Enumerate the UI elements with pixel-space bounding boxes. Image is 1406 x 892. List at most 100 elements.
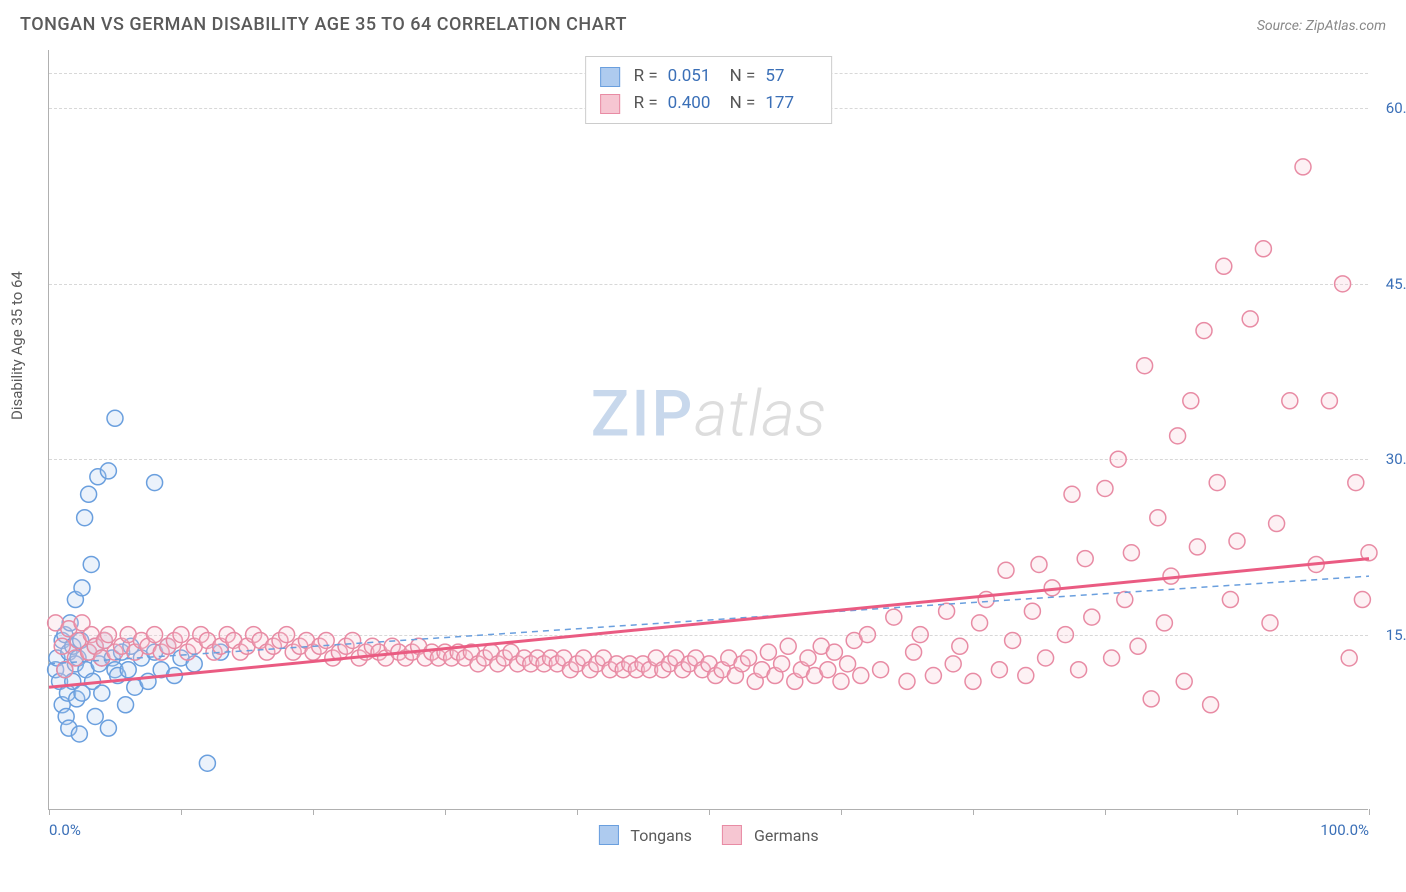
scatter-point bbox=[1335, 276, 1351, 292]
scatter-point bbox=[1209, 475, 1225, 491]
scatter-point bbox=[1117, 592, 1133, 608]
legend-label-germans: Germans bbox=[754, 826, 819, 845]
scatter-point bbox=[1130, 638, 1146, 654]
r-value-tongans: 0.051 bbox=[668, 63, 720, 90]
scatter-point bbox=[71, 726, 87, 742]
scatter-point bbox=[833, 673, 849, 689]
legend-item-tongans: Tongans bbox=[598, 825, 692, 845]
scatter-point bbox=[1097, 480, 1113, 496]
scatter-point bbox=[1269, 516, 1285, 532]
n-label: N = bbox=[730, 90, 756, 117]
xtick bbox=[445, 809, 446, 815]
scatter-point bbox=[741, 650, 757, 666]
scatter-point bbox=[1110, 451, 1126, 467]
scatter-point bbox=[1229, 533, 1245, 549]
scatter-point bbox=[1031, 556, 1047, 572]
ytick-label: 15.0% bbox=[1386, 626, 1406, 644]
scatter-point bbox=[1123, 545, 1139, 561]
n-value-germans: 177 bbox=[765, 90, 817, 117]
scatter-point bbox=[1018, 668, 1034, 684]
scatter-point bbox=[107, 410, 123, 426]
n-value-tongans: 57 bbox=[765, 63, 817, 90]
xtick bbox=[709, 809, 710, 815]
scatter-point bbox=[859, 627, 875, 643]
scatter-point bbox=[1038, 650, 1054, 666]
ytick-label: 45.0% bbox=[1386, 275, 1406, 293]
scatter-point bbox=[780, 638, 796, 654]
scatter-point bbox=[840, 656, 856, 672]
r-label: R = bbox=[634, 63, 658, 90]
scatter-point bbox=[1071, 662, 1087, 678]
swatch-tongans bbox=[600, 67, 620, 87]
scatter-point bbox=[1005, 632, 1021, 648]
y-axis-label: Disability Age 35 to 64 bbox=[8, 271, 26, 420]
scatter-point bbox=[94, 685, 110, 701]
scatter-point bbox=[760, 644, 776, 660]
scatter-point bbox=[1262, 615, 1278, 631]
scatter-point bbox=[906, 644, 922, 660]
scatter-point bbox=[199, 755, 215, 771]
scatter-point bbox=[100, 627, 116, 643]
scatter-point bbox=[147, 475, 163, 491]
scatter-point bbox=[54, 638, 70, 654]
scatter-point bbox=[87, 708, 103, 724]
scatter-point bbox=[1024, 603, 1040, 619]
xtick-label: 100.0% bbox=[1320, 821, 1369, 839]
scatter-point bbox=[972, 615, 988, 631]
legend-swatch-tongans bbox=[598, 825, 618, 845]
scatter-point bbox=[886, 609, 902, 625]
scatter-point bbox=[1216, 258, 1232, 274]
scatter-point bbox=[998, 562, 1014, 578]
scatter-point bbox=[74, 580, 90, 596]
scatter-point bbox=[965, 673, 981, 689]
scatter-point bbox=[147, 627, 163, 643]
scatter-point bbox=[1321, 393, 1337, 409]
scatter-point bbox=[100, 463, 116, 479]
scatter-point bbox=[853, 668, 869, 684]
scatter-point bbox=[1203, 697, 1219, 713]
scatter-point bbox=[345, 632, 361, 648]
swatch-germans bbox=[600, 94, 620, 114]
scatter-point bbox=[800, 650, 816, 666]
scatter-point bbox=[1137, 358, 1153, 374]
scatter-point bbox=[1150, 510, 1166, 526]
scatter-point bbox=[945, 656, 961, 672]
scatter-point bbox=[952, 638, 968, 654]
scatter-svg bbox=[49, 50, 1368, 809]
xtick bbox=[1369, 809, 1370, 815]
scatter-point bbox=[1242, 311, 1258, 327]
scatter-point bbox=[774, 656, 790, 672]
xtick bbox=[973, 809, 974, 815]
scatter-point bbox=[1183, 393, 1199, 409]
legend-label-tongans: Tongans bbox=[630, 826, 692, 845]
xtick bbox=[313, 809, 314, 815]
scatter-point bbox=[1222, 592, 1238, 608]
scatter-point bbox=[118, 697, 134, 713]
scatter-point bbox=[1255, 241, 1271, 257]
scatter-point bbox=[1084, 609, 1100, 625]
scatter-point bbox=[939, 603, 955, 619]
r-value-germans: 0.400 bbox=[668, 90, 720, 117]
scatter-point bbox=[1282, 393, 1298, 409]
scatter-point bbox=[1348, 475, 1364, 491]
scatter-point bbox=[873, 662, 889, 678]
n-label: N = bbox=[730, 63, 756, 90]
bottom-legend: Tongans Germans bbox=[598, 825, 818, 845]
scatter-point bbox=[912, 627, 928, 643]
xtick bbox=[577, 809, 578, 815]
xtick bbox=[1237, 809, 1238, 815]
scatter-point bbox=[81, 486, 97, 502]
scatter-point bbox=[100, 720, 116, 736]
scatter-point bbox=[1077, 551, 1093, 567]
scatter-point bbox=[173, 627, 189, 643]
chart-title: TONGAN VS GERMAN DISABILITY AGE 35 TO 64… bbox=[20, 14, 627, 35]
scatter-point bbox=[925, 668, 941, 684]
xtick bbox=[1105, 809, 1106, 815]
xtick bbox=[49, 809, 50, 815]
scatter-point bbox=[1156, 615, 1172, 631]
stats-row-germans: R = 0.400 N = 177 bbox=[600, 90, 818, 117]
scatter-point bbox=[1143, 691, 1159, 707]
scatter-point bbox=[991, 662, 1007, 678]
ytick-label: 60.0% bbox=[1386, 99, 1406, 117]
scatter-point bbox=[1170, 428, 1186, 444]
